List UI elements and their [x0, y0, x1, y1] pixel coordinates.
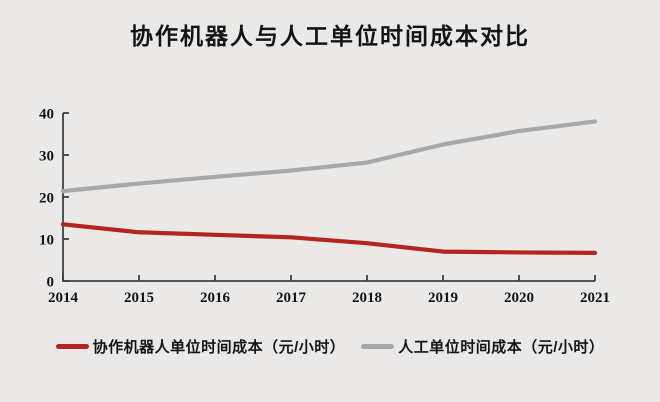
chart-title: 协作机器人与人工单位时间成本对比 — [130, 23, 530, 49]
y-axis-tick-label: 10 — [39, 233, 54, 249]
x-axis-tick-label: 2019 — [428, 290, 458, 306]
legend-line-robot-swatch — [55, 344, 89, 349]
y-axis-tick-label: 20 — [39, 191, 54, 207]
x-axis-tick-label: 2016 — [200, 290, 231, 306]
y-axis-tick-label: 0 — [47, 275, 55, 291]
series-line-1 — [60, 119, 598, 194]
legend-label-labor-cost: 人工单位时间成本（元/小时） — [398, 339, 605, 356]
y-axis-tick-label: 30 — [39, 149, 54, 165]
x-axis-tick-label: 2020 — [504, 290, 534, 306]
x-axis-tick-label: 2017 — [276, 290, 307, 306]
legend-item-labor-cost: 人工单位时间成本（元/小时） — [361, 336, 604, 357]
axes — [62, 113, 595, 282]
chart-legend: 协作机器人单位时间成本（元/小时） 人工单位时间成本（元/小时） — [0, 336, 660, 357]
legend-item-robot-cost: 协作机器人单位时间成本（元/小时） — [55, 336, 346, 357]
x-axis-tick-label: 2021 — [580, 290, 610, 306]
x-axis-tick-label: 2014 — [48, 290, 79, 306]
y-axis-tick-label: 40 — [39, 107, 54, 123]
legend-line-labor-swatch — [361, 344, 395, 349]
x-axis-tick-label: 2015 — [124, 290, 154, 306]
x-axis-tick-label: 2018 — [352, 290, 382, 306]
series-line-0 — [60, 222, 598, 255]
legend-label-robot-cost: 协作机器人单位时间成本（元/小时） — [92, 339, 346, 356]
